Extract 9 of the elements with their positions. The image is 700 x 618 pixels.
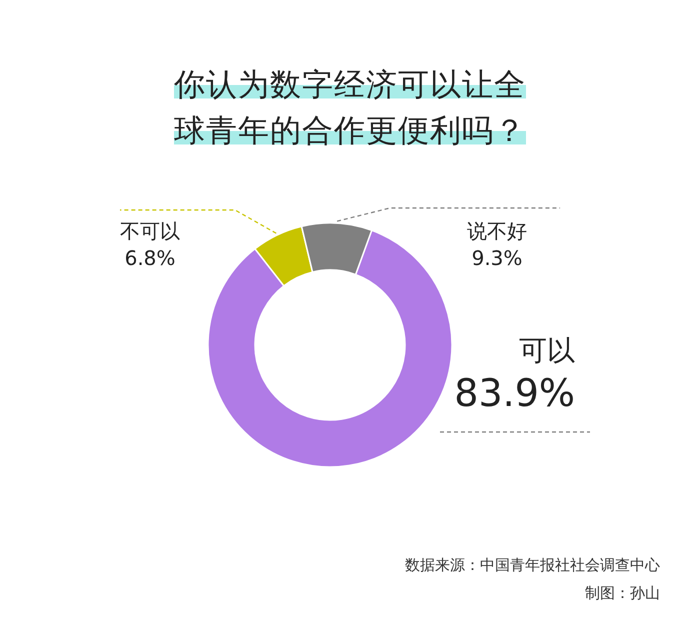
slice-label: 说不好 (467, 219, 527, 243)
chart-title: 你认为数字经济可以让全球青年的合作更便利吗？ (174, 67, 526, 149)
data-label: 83.9% (454, 371, 575, 415)
data-label: 6.8% (124, 246, 176, 270)
data-label: 9.3% (472, 246, 522, 270)
source-note: 数据来源：中国青年报社社会调查中心 (405, 556, 660, 574)
slice-label: 可以 (519, 334, 575, 367)
slice-label: 不可以 (120, 219, 180, 243)
text: 制图：孙山 (585, 584, 660, 602)
